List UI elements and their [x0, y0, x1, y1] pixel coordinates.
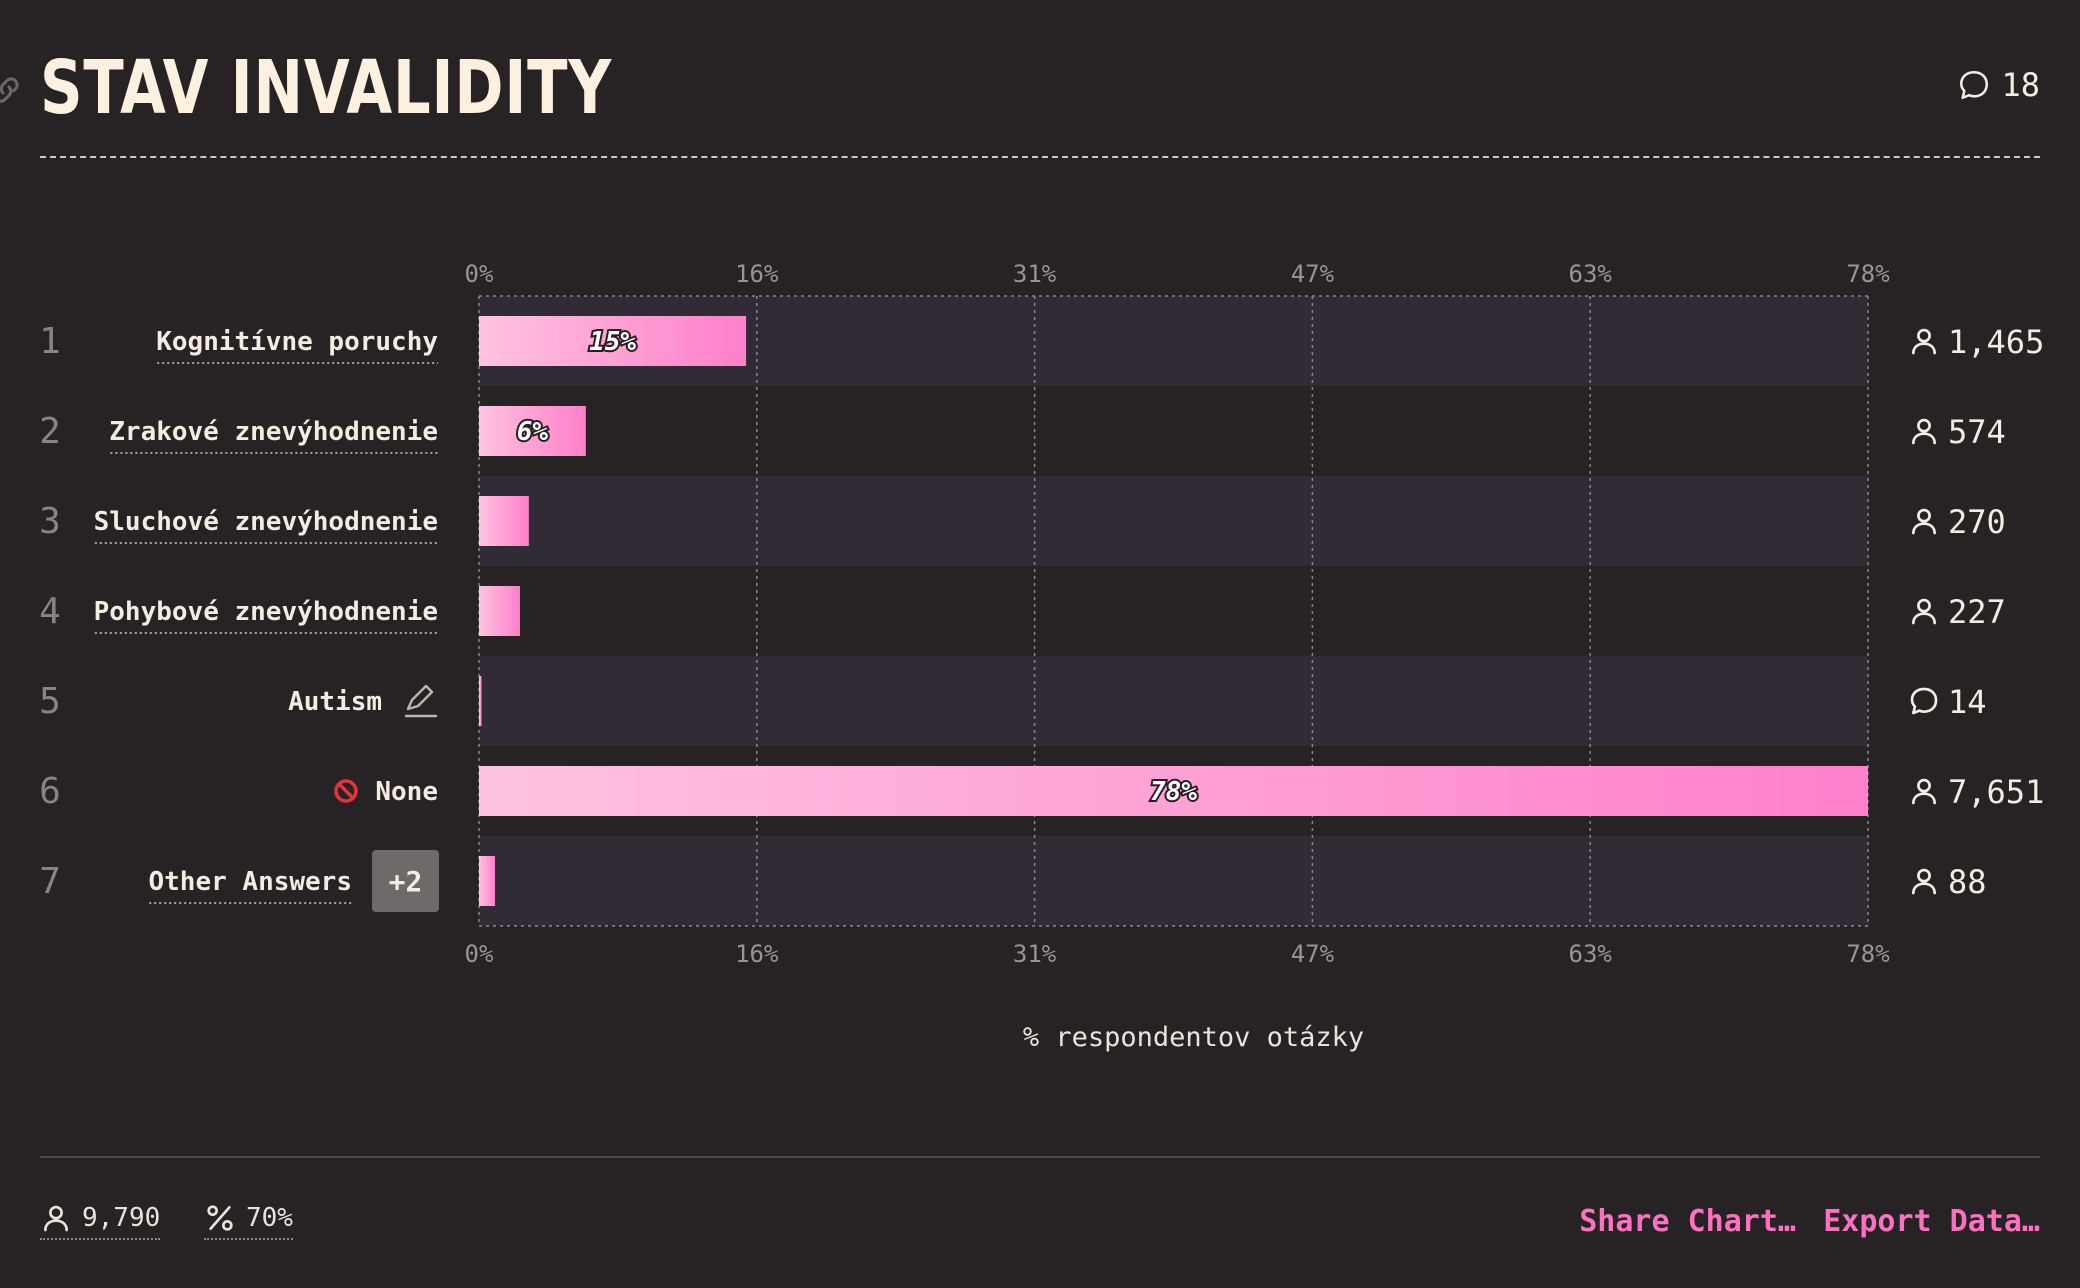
other-answers-badge[interactable] [372, 850, 439, 912]
percent-icon [207, 1205, 233, 1231]
x-tick-label-bottom: 47% [1291, 940, 1335, 968]
rank-number: 6 [39, 771, 61, 812]
x-tick-label-bottom: 31% [1013, 940, 1057, 968]
respondent-count: 270 [1948, 503, 2006, 541]
x-tick-label-bottom: 78% [1846, 940, 1890, 968]
bar-value-label: 78% [1150, 777, 1197, 807]
bar-value-label: 15% [589, 327, 636, 357]
category-label: Kognitívne poruchy [156, 327, 438, 357]
category-label: Zrakové znevýhodnenie [109, 417, 438, 447]
x-tick-label-top: 31% [1013, 260, 1057, 288]
bar[interactable] [479, 406, 586, 456]
respondent-count: 88 [1948, 863, 1987, 901]
bar[interactable] [479, 766, 1868, 816]
person-icon [1912, 598, 1936, 625]
rank-number: 5 [39, 681, 61, 722]
category-label: None [375, 777, 438, 807]
person-icon [1912, 778, 1936, 805]
rank-number: 2 [39, 411, 61, 452]
bar[interactable] [479, 586, 520, 636]
header-divider [40, 156, 2040, 158]
respondent-count: 7,651 [1948, 773, 2044, 811]
bar[interactable] [479, 496, 529, 546]
response-rate-stat[interactable]: 70% [204, 1202, 293, 1240]
x-tick-label-top: 0% [465, 260, 494, 288]
page-title: STAV INVALIDITY [40, 45, 613, 131]
response-rate: 70% [246, 1203, 293, 1233]
person-icon [1912, 328, 1936, 355]
bar[interactable] [479, 316, 747, 366]
category-label: Other Answers [149, 867, 353, 897]
respondents-count: 9,790 [82, 1203, 161, 1233]
comment-icon [1960, 70, 1989, 100]
category-label: Pohybové znevýhodnenie [94, 597, 438, 627]
category-label: Autism [288, 687, 382, 717]
x-axis-title: % respondentov otázky [1023, 1022, 1364, 1053]
link-icon[interactable] [0, 72, 24, 108]
respondent-count: 14 [1948, 683, 1987, 721]
bar-value-label: 6% [517, 417, 549, 447]
person-icon [44, 1205, 68, 1232]
x-tick-label-top: 78% [1846, 260, 1890, 288]
respondent-count: 1,465 [1948, 323, 2044, 361]
x-tick-label-bottom: 16% [735, 940, 779, 968]
x-tick-label-top: 47% [1291, 260, 1335, 288]
bar[interactable] [479, 676, 482, 726]
x-tick-label-bottom: 0% [465, 940, 494, 968]
respondent-count: 574 [1948, 413, 2006, 451]
person-icon [1912, 418, 1936, 445]
bar-chart: 0% 0% 16% 16% 31% 31% 47% 47% 63% 63% 78% 78% 1 Kogni… [39, 260, 2044, 1053]
respondent-count: 227 [1948, 593, 2006, 631]
row-band [479, 836, 1868, 926]
category-label: Sluchové znevýhodnenie [94, 507, 438, 537]
comment-icon [1910, 687, 1938, 715]
rank-number: 3 [39, 501, 61, 542]
row-band [479, 476, 1868, 566]
x-tick-label-top: 16% [735, 260, 779, 288]
other-answers-badge-label: +2 [389, 865, 423, 898]
no-entry-icon-slash [337, 782, 355, 800]
rank-number: 4 [39, 591, 61, 632]
bar[interactable] [479, 856, 496, 906]
x-tick-label-top: 63% [1569, 260, 1613, 288]
pencil-icon[interactable] [404, 684, 438, 718]
rank-number: 7 [39, 861, 61, 902]
comment-count: 18 [2001, 66, 2040, 104]
x-tick-label-bottom: 63% [1569, 940, 1613, 968]
respondents-stat[interactable]: 9,790 [40, 1202, 161, 1240]
person-icon [1912, 508, 1936, 535]
export-data-button[interactable]: Export Data… [1823, 1204, 2040, 1239]
no-entry-icon [334, 779, 358, 803]
comments-button[interactable]: 18 [1957, 66, 2040, 104]
footer-divider [40, 1156, 2040, 1158]
row-band [479, 656, 1868, 746]
share-chart-button[interactable]: Share Chart… [1579, 1204, 1796, 1239]
rank-number: 1 [39, 321, 61, 362]
person-icon [1912, 868, 1936, 895]
